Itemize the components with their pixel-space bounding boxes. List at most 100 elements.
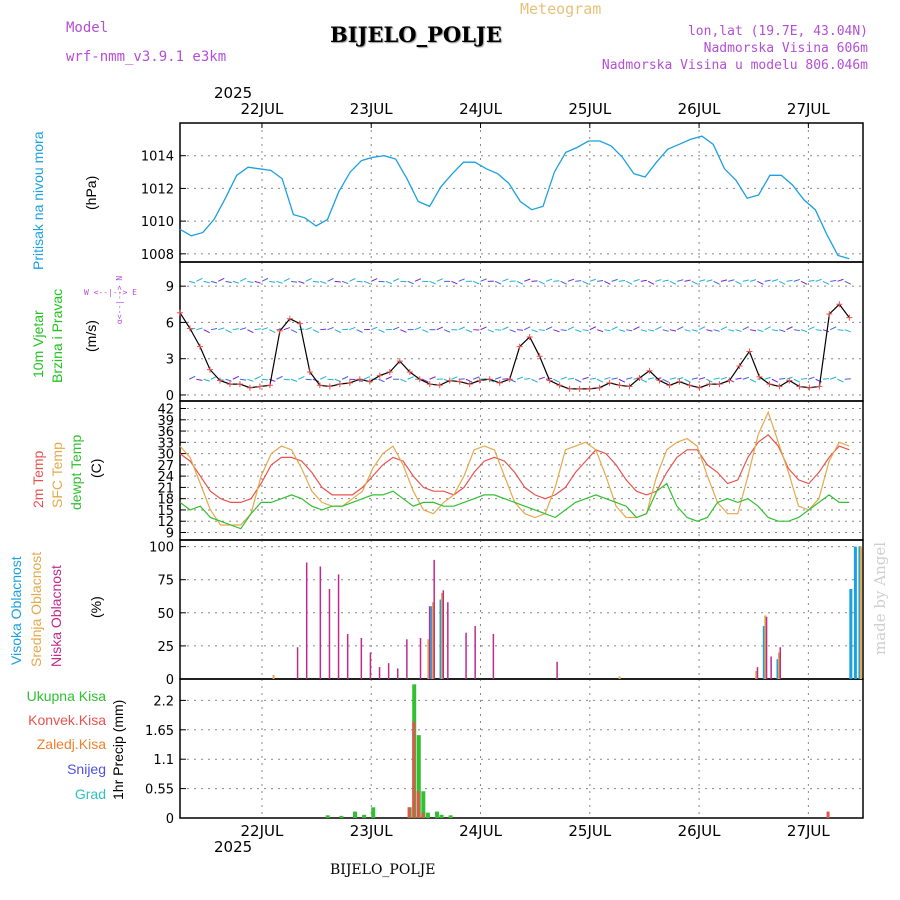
wind-arrow	[626, 280, 633, 285]
wind-gust-marker	[226, 381, 233, 388]
wind-arrow	[392, 326, 400, 331]
wind-arrow	[400, 378, 407, 383]
wind-arrow	[531, 378, 538, 383]
wind-gust-marker	[846, 314, 853, 321]
wind-arrow	[269, 329, 276, 334]
wind-gust-marker	[386, 368, 393, 375]
y-tick-label: 27	[157, 459, 174, 474]
wind-arrow	[290, 329, 298, 334]
year-top: 2025	[214, 84, 253, 102]
wind-arrow	[837, 329, 844, 331]
precip-total-bar	[353, 811, 358, 818]
wind-arrow	[604, 329, 611, 332]
wind-gust-marker	[676, 378, 683, 385]
wind-gust-marker	[356, 376, 363, 383]
wind-arrow	[720, 326, 728, 331]
wind-arrow	[749, 279, 757, 282]
wind-gust-marker	[546, 377, 553, 384]
wind-arrow	[458, 278, 465, 282]
wind-arrow	[371, 326, 378, 331]
wind-arrow	[188, 375, 196, 380]
cloud-mid-bar	[427, 639, 430, 679]
y-tick-label: 18	[157, 493, 174, 508]
wind-arrow	[502, 278, 509, 282]
temperature-panel-frame	[179, 400, 864, 541]
wind-arrow	[320, 375, 327, 380]
wind-arrow	[618, 378, 626, 383]
cloud-low-bar	[442, 590, 445, 679]
wind-arrow	[407, 280, 414, 285]
wind-arrow	[553, 280, 560, 282]
wind-arrow	[407, 376, 414, 380]
cloud-low-bar	[406, 639, 408, 679]
wind-arrow	[808, 326, 815, 331]
wind-arrow	[232, 280, 239, 284]
precip-total-bar	[371, 807, 376, 818]
wind-gust-marker	[766, 381, 773, 388]
wind-arrow	[626, 329, 633, 332]
wind-arrow	[305, 277, 312, 282]
wind-arrow	[225, 378, 232, 382]
wind-arrow	[618, 329, 626, 332]
wind-arrow	[480, 326, 487, 331]
wind-arrow	[575, 378, 582, 383]
day-label-top: 27JUL	[787, 100, 830, 118]
wind-arrow	[429, 376, 436, 380]
wind-gust-marker	[206, 366, 213, 373]
y-tick-label: 3	[166, 353, 174, 368]
wind-arrow	[800, 280, 808, 285]
wind-arrow	[349, 278, 356, 282]
wind-arrow	[779, 329, 786, 333]
wind-arrow	[633, 278, 640, 282]
wind-arrow	[844, 329, 851, 333]
wind-arrow	[742, 326, 750, 331]
wind-speed-line	[179, 303, 850, 390]
wind-arrow	[371, 278, 378, 282]
y-tick-label: 24	[157, 470, 174, 485]
wind-arrow	[356, 280, 363, 283]
wind-gust-marker	[776, 383, 783, 390]
wind-gust-marker	[426, 381, 433, 388]
wind-arrow	[749, 329, 757, 332]
cloud-low-bar	[337, 574, 340, 679]
wind-arrow	[429, 280, 436, 285]
wind-arrow	[640, 329, 647, 332]
wind-arrow	[720, 279, 728, 282]
wind-arrow	[312, 280, 320, 283]
wind-arrow	[560, 280, 567, 285]
model-label: Model	[66, 20, 109, 36]
cloud-low-bar	[360, 637, 363, 679]
wind-arrow	[524, 378, 531, 380]
wind-arrow	[298, 280, 305, 284]
precip-total-bar	[439, 814, 444, 818]
cloud-low-bar	[397, 668, 399, 679]
wind-arrow	[582, 329, 589, 332]
wind-gust-marker	[476, 377, 483, 384]
y-tick-label: 9	[166, 526, 174, 541]
wind-arrow	[247, 280, 254, 283]
model-name: wrf-nmm_v3.9.1 e3km	[66, 49, 227, 65]
wind-arrow	[378, 378, 385, 383]
wind-arrow	[531, 329, 538, 333]
wind-arrow	[210, 280, 218, 284]
y-tick-label: 1.1	[153, 753, 174, 768]
wind-arrow	[662, 329, 669, 332]
wind-arrow	[261, 327, 269, 331]
wind-gust-marker	[746, 348, 753, 355]
precip-conv-bar	[416, 791, 420, 818]
wind-arrow	[611, 377, 618, 380]
y-tick-label: 0	[166, 389, 174, 404]
wind-gust-marker	[376, 372, 383, 379]
y-tick-label: 50	[157, 607, 174, 622]
wind-arrow	[538, 329, 545, 331]
wind-gust-marker	[636, 375, 643, 382]
wind-gust-marker	[446, 377, 453, 384]
wind-gust-marker	[496, 379, 503, 386]
wind-arrow	[713, 280, 720, 285]
wind-arrow	[698, 326, 706, 331]
wind-arrow	[655, 377, 662, 380]
wind-arrow	[545, 278, 553, 282]
wind-arrow	[298, 375, 305, 380]
wind-arrow	[764, 376, 771, 380]
wind-gust-marker	[706, 381, 713, 388]
